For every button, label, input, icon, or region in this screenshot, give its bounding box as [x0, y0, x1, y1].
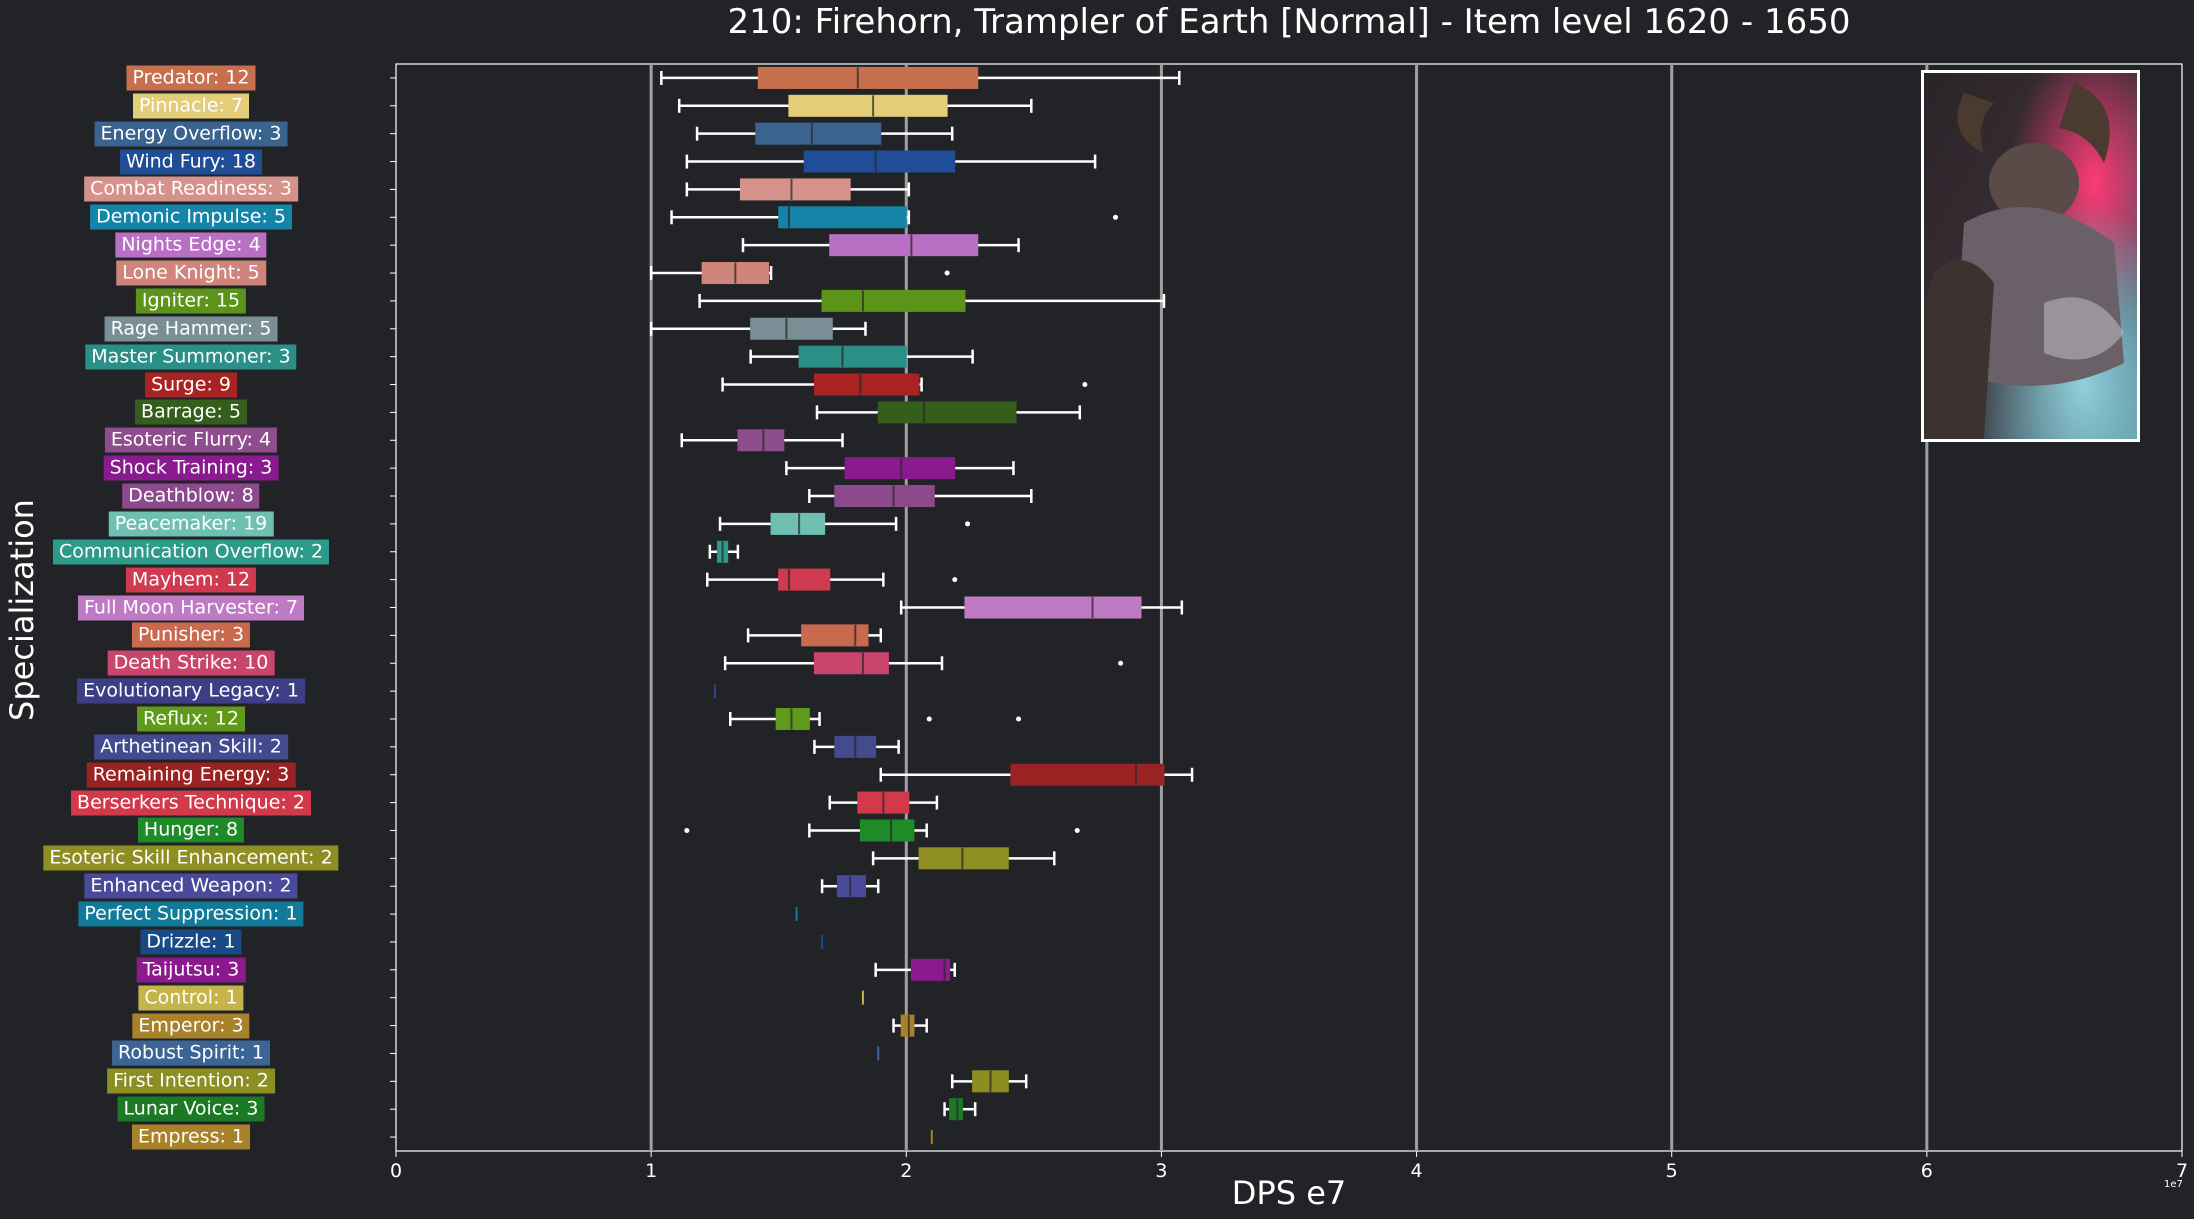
iqr-box: [900, 1014, 915, 1037]
plot-frame: [395, 63, 2183, 1152]
iqr-box: [737, 429, 785, 452]
specialization-label: Combat Readiness: 3: [84, 176, 298, 202]
iqr-box: [775, 707, 810, 730]
specialization-label: Emperor: 3: [132, 1013, 250, 1039]
iqr-box: [834, 485, 935, 508]
specialization-label: Rage Hammer: 5: [104, 316, 278, 342]
outlier-point: [684, 827, 690, 833]
outlier-point: [1118, 660, 1124, 666]
iqr-box: [836, 875, 866, 898]
outlier-point: [926, 716, 932, 722]
specialization-label: Master Summoner: 3: [85, 344, 297, 370]
specialization-label: Perfect Suppression: 1: [78, 901, 304, 927]
iqr-box: [910, 958, 951, 981]
specialization-label: Igniter: 15: [135, 288, 247, 314]
outlier-point: [965, 521, 971, 527]
x-tick-label: 7: [2176, 1160, 2188, 1182]
specialization-label: Predator: 12: [126, 65, 256, 91]
specialization-label: Deathblow: 8: [122, 483, 260, 509]
outlier-point: [1016, 716, 1022, 722]
specialization-label: Demonic Impulse: 5: [90, 204, 292, 230]
iqr-box: [788, 94, 948, 117]
outlier-point: [1113, 214, 1119, 220]
iqr-box: [778, 206, 907, 229]
x-tick-label: 0: [390, 1160, 402, 1182]
x-axis-offset-label: 1e7: [2164, 1179, 2183, 1190]
specialization-label: Mayhem: 12: [125, 567, 257, 593]
x-tick-label: 4: [1411, 1160, 1423, 1182]
specialization-label: Surge: 9: [145, 372, 237, 398]
specialization-label: Enhanced Weapon: 2: [84, 873, 298, 899]
specialization-label: Arthetinean Skill: 2: [94, 734, 288, 760]
specialization-label: Peacemaker: 19: [108, 511, 274, 537]
specialization-label: Empress: 1: [132, 1124, 250, 1150]
outlier-point: [1082, 382, 1088, 388]
x-tick-label: 2: [900, 1160, 912, 1182]
specialization-label: Esoteric Skill Enhancement: 2: [43, 845, 339, 871]
iqr-box: [821, 289, 966, 312]
iqr-box: [829, 234, 979, 257]
iqr-box: [844, 457, 956, 480]
specialization-label: Barrage: 5: [135, 399, 247, 425]
specialization-label: Berserkers Technique: 2: [71, 790, 311, 816]
iqr-box: [918, 847, 1009, 870]
outlier-point: [1074, 827, 1080, 833]
specialization-label: Energy Overflow: 3: [94, 121, 288, 147]
specialization-label: Hunger: 8: [137, 817, 245, 843]
specialization-label: Communication Overflow: 2: [52, 539, 330, 565]
specialization-label: Full Moon Harvester: 7: [78, 595, 304, 620]
specialization-label: Punisher: 3: [131, 622, 251, 648]
specialization-label: Wind Fury: 18: [119, 149, 263, 175]
outlier-point: [952, 577, 958, 583]
iqr-box: [859, 819, 915, 842]
x-tick-label: 6: [1921, 1160, 1933, 1182]
specialization-label: Shock Training: 3: [103, 455, 279, 481]
specialization-label: First Intention: 2: [107, 1068, 275, 1094]
iqr-box: [757, 66, 979, 89]
iqr-box: [949, 1098, 963, 1121]
boss-portrait-image: [1921, 70, 2140, 442]
specialization-label: Pinnacle: 7: [133, 93, 249, 119]
specialization-label: Robust Spirit: 1: [112, 1040, 270, 1066]
iqr-box: [964, 596, 1142, 619]
iqr-box: [750, 317, 833, 340]
specialization-label: Esoteric Flurry: 4: [104, 427, 278, 453]
x-axis-title: DPS e7: [1231, 1174, 1347, 1212]
iqr-box: [798, 345, 907, 368]
x-tick-label: 5: [1666, 1160, 1678, 1182]
iqr-box: [801, 624, 869, 647]
iqr-box: [770, 512, 826, 535]
specialization-label: Nights Edge: 4: [115, 232, 267, 258]
x-tick-label: 3: [1155, 1160, 1167, 1182]
iqr-box: [1010, 763, 1165, 786]
iqr-box: [813, 373, 920, 396]
specialization-label: Remaining Energy: 3: [86, 762, 296, 788]
specialization-label: Reflux: 12: [137, 706, 245, 732]
iqr-box: [813, 652, 889, 675]
iqr-box: [755, 122, 882, 145]
chart-title: 210: Firehorn, Trampler of Earth [Normal…: [727, 2, 1851, 42]
outlier-point: [944, 270, 950, 276]
iqr-box: [778, 568, 831, 591]
specialization-label: Control: 1: [138, 985, 244, 1011]
specialization-label: Lone Knight: 5: [116, 260, 266, 286]
iqr-box: [877, 401, 1017, 424]
specialization-label: Evolutionary Legacy: 1: [77, 678, 305, 704]
x-tick-label: 1: [645, 1160, 657, 1182]
specialization-label: Drizzle: 1: [140, 929, 242, 955]
specialization-label: Death Strike: 10: [107, 650, 275, 676]
specialization-label: Lunar Voice: 3: [117, 1096, 265, 1122]
specialization-label: Taijutsu: 3: [136, 957, 246, 983]
iqr-box: [803, 150, 956, 173]
iqr-box: [739, 178, 851, 201]
